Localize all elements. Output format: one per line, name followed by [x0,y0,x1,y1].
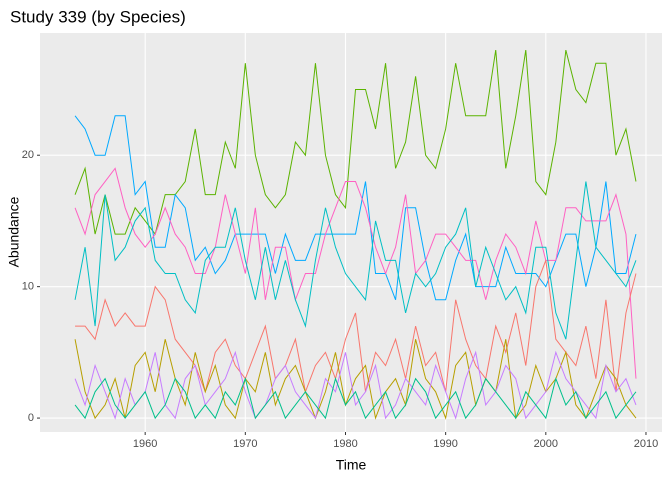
x-tick-label: 1990 [433,438,457,450]
y-tick-label: 10 [22,281,34,293]
x-tick-label: 2010 [634,438,658,450]
series-line [74,339,637,420]
x-axis-title: Time [336,457,367,473]
x-tick-label: 2000 [534,438,558,450]
chart-title: Study 339 (by Species) [10,7,186,26]
x-tick-label: 1970 [233,438,257,450]
x-tick-label: 1980 [333,438,357,450]
series-line [74,181,637,340]
plot-panel [40,33,662,432]
series-line [74,350,637,420]
y-tick-label: 20 [22,149,34,161]
y-axis-title: Abundance [6,196,22,267]
y-tick-label: 0 [28,412,34,424]
series-line [74,115,637,301]
series-line [75,260,637,394]
series-line [74,49,637,236]
series-line [74,376,637,420]
x-tick-label: 1960 [133,438,157,450]
